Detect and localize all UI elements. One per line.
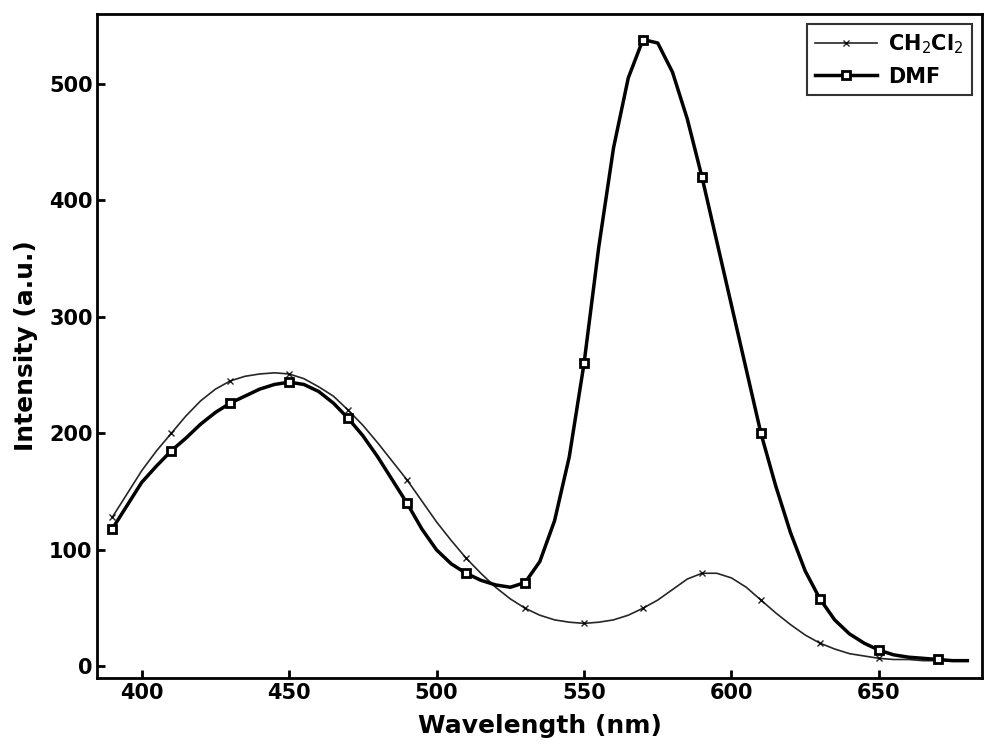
DMF [740,365,752,374]
DMF [239,392,251,401]
CH$_2$Cl$_2$ [917,656,929,666]
CH$_2$Cl$_2$ [107,513,119,522]
Y-axis label: Intensity (a.u.): Intensity (a.u.) [14,241,38,451]
CH$_2$Cl$_2$ [239,371,251,381]
CH$_2$Cl$_2$ [740,583,752,592]
DMF [637,35,649,44]
DMF [946,656,958,666]
CH$_2$Cl$_2$ [269,368,281,378]
Line: DMF: DMF [108,35,971,665]
DMF [107,524,119,533]
DMF [328,399,340,408]
Line: CH$_2$Cl$_2$: CH$_2$Cl$_2$ [110,370,970,663]
X-axis label: Wavelength (nm): Wavelength (nm) [418,714,661,738]
CH$_2$Cl$_2$ [343,405,355,414]
CH$_2$Cl$_2$ [135,466,147,475]
DMF [549,517,561,526]
DMF [194,420,206,429]
Legend: CH$_2$Cl$_2$, DMF: CH$_2$Cl$_2$, DMF [807,24,972,95]
DMF [135,478,147,487]
CH$_2$Cl$_2$ [564,617,576,626]
DMF [961,656,973,666]
CH$_2$Cl$_2$ [194,396,206,405]
CH$_2$Cl$_2$ [961,656,973,666]
